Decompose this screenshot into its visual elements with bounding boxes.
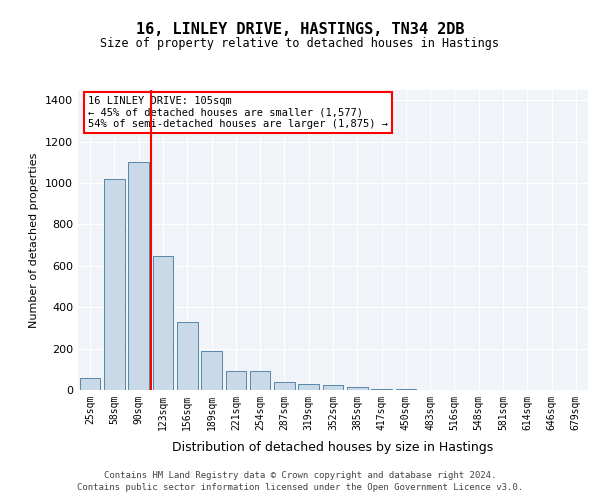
Bar	[104, 179, 125, 390]
Bar	[323, 385, 343, 390]
Bar	[371, 389, 392, 390]
X-axis label: Distribution of detached houses by size in Hastings: Distribution of detached houses by size …	[172, 441, 494, 454]
Bar	[274, 382, 295, 390]
Bar	[177, 322, 197, 390]
Bar	[152, 256, 173, 390]
Bar	[128, 162, 149, 390]
Text: Size of property relative to detached houses in Hastings: Size of property relative to detached ho…	[101, 38, 499, 51]
Bar	[250, 372, 271, 390]
Bar	[347, 387, 368, 390]
Text: Contains public sector information licensed under the Open Government Licence v3: Contains public sector information licen…	[77, 484, 523, 492]
Text: 16, LINLEY DRIVE, HASTINGS, TN34 2DB: 16, LINLEY DRIVE, HASTINGS, TN34 2DB	[136, 22, 464, 38]
Bar	[298, 384, 319, 390]
Bar	[80, 378, 100, 390]
Text: Contains HM Land Registry data © Crown copyright and database right 2024.: Contains HM Land Registry data © Crown c…	[104, 471, 496, 480]
Y-axis label: Number of detached properties: Number of detached properties	[29, 152, 40, 328]
Bar	[201, 350, 222, 390]
Bar	[226, 372, 246, 390]
Text: 16 LINLEY DRIVE: 105sqm
← 45% of detached houses are smaller (1,577)
54% of semi: 16 LINLEY DRIVE: 105sqm ← 45% of detache…	[88, 96, 388, 129]
